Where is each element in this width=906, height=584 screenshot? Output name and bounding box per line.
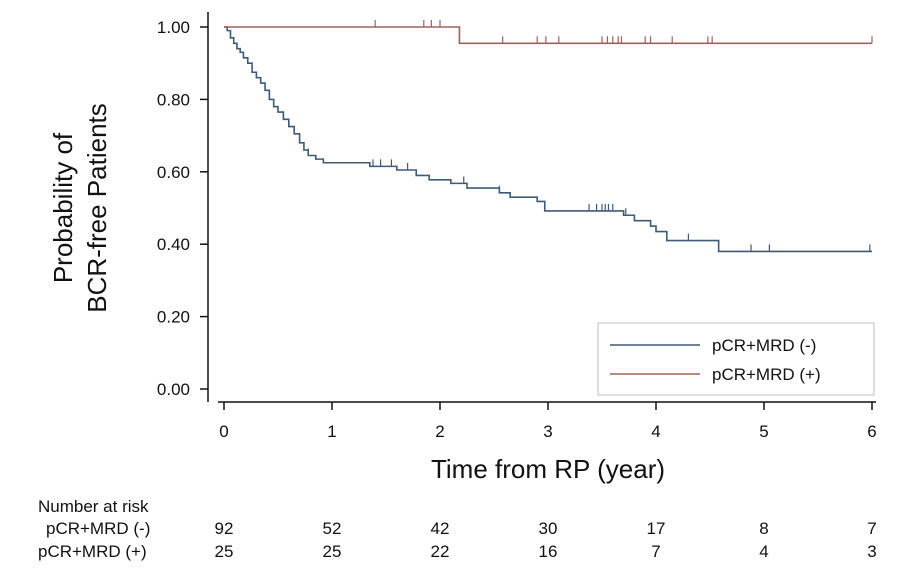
risk-row-label-1: pCR+MRD (-) [46,519,150,538]
risk-values: 92 52 42 30 17 8 7 25 25 22 16 7 4 3 [215,519,877,561]
risk-value-row-2: 22 [431,542,450,561]
x-tick-label: 4 [651,422,660,441]
x-tick-label: 1 [327,422,336,441]
y-ticks: 0.00 0.20 0.40 0.60 0.80 1.00 [157,18,208,399]
legend-label-series-2: pCR+MRD (+) [712,365,821,384]
y-axis-title-line-1: Probability of [48,132,78,283]
risk-table-header: Number at risk [38,497,149,516]
x-axis-title: Time from RP (year) [431,454,665,484]
y-tick-label: 0.20 [157,308,190,327]
y-axis-title-line-2: BCR-free Patients [82,103,112,313]
legend: pCR+MRD (-) pCR+MRD (+) [597,322,875,396]
risk-value-row-2: 25 [215,542,234,561]
y-tick-label: 0.60 [157,163,190,182]
legend-box [597,322,875,396]
risk-value-row-1: 17 [647,519,666,538]
risk-value-row-2: 25 [323,542,342,561]
x-tick-label: 3 [543,422,552,441]
x-tick-label: 6 [867,422,876,441]
x-ticks: 0 1 2 3 4 5 6 [219,402,877,441]
survival-curves [224,20,873,253]
x-tick-label: 5 [759,422,768,441]
risk-row-label-2: pCR+MRD (+) [38,542,147,561]
risk-value-row-2: 4 [759,542,768,561]
risk-value-row-2: 7 [651,542,660,561]
risk-value-row-1: 42 [431,519,450,538]
legend-label-series-1: pCR+MRD (-) [712,336,816,355]
risk-table: Number at risk pCR+MRD (-) pCR+MRD (+) 9… [38,497,877,561]
series-line-1 [224,26,872,253]
y-tick-label: 1.00 [157,18,190,37]
risk-value-row-1: 52 [323,519,342,538]
series-line-2 [224,26,872,45]
x-tick-label: 0 [219,422,228,441]
risk-value-row-1: 92 [215,519,234,538]
risk-value-row-1: 30 [539,519,558,538]
x-tick-label: 2 [435,422,444,441]
risk-value-row-2: 16 [539,542,558,561]
y-tick-label: 0.40 [157,235,190,254]
y-tick-label: 0.00 [157,380,190,399]
risk-value-row-1: 8 [759,519,768,538]
risk-value-row-2: 3 [867,542,876,561]
y-tick-label: 0.80 [157,90,190,109]
risk-value-row-1: 7 [867,519,876,538]
